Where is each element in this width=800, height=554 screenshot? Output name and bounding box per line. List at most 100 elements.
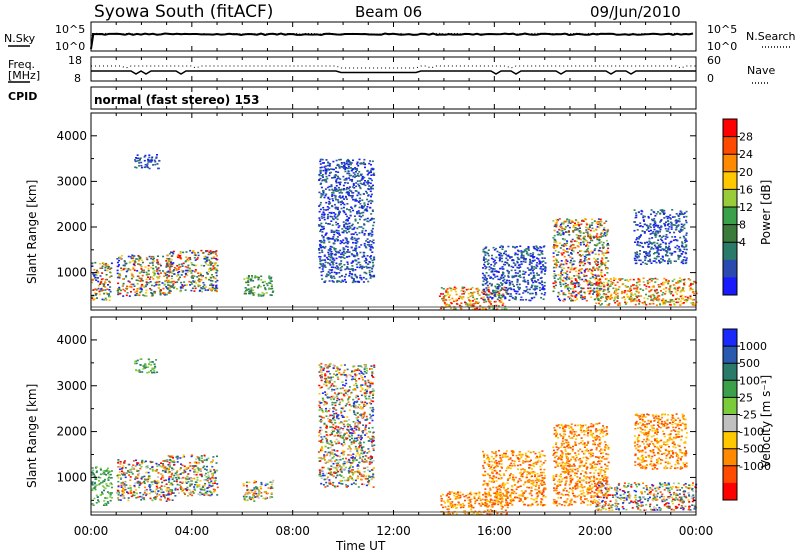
data-point — [679, 303, 682, 306]
data-point — [214, 263, 216, 266]
data-point — [128, 474, 131, 476]
data-point — [533, 288, 536, 291]
data-point — [501, 246, 504, 248]
data-point — [128, 463, 131, 466]
data-point — [102, 285, 105, 287]
data-point — [167, 270, 170, 273]
data-point — [371, 251, 374, 253]
data-point — [646, 254, 649, 257]
data-point — [651, 286, 654, 288]
data-point — [499, 297, 502, 299]
data-point — [664, 227, 667, 230]
data-point — [641, 230, 644, 232]
data-point — [128, 471, 131, 473]
data-point — [569, 271, 572, 273]
data-point — [647, 260, 650, 262]
data-point — [673, 216, 676, 218]
data-point — [254, 486, 257, 488]
data-point — [653, 241, 656, 244]
data-point — [445, 303, 448, 306]
data-point — [216, 455, 218, 458]
data-point — [189, 269, 192, 272]
data-point — [189, 469, 192, 472]
data-point — [165, 483, 168, 485]
data-point — [95, 484, 98, 486]
data-point — [334, 197, 337, 199]
data-point — [691, 283, 694, 285]
data-point — [372, 275, 375, 277]
data-point — [91, 489, 94, 492]
data-point — [179, 473, 182, 475]
data-point — [683, 282, 685, 285]
data-point — [662, 249, 665, 251]
data-point — [655, 304, 658, 306]
data-point — [656, 242, 659, 245]
data-point — [210, 461, 213, 464]
data-point — [352, 279, 355, 281]
data-point — [158, 494, 161, 496]
data-point — [461, 287, 464, 290]
data-point — [337, 189, 340, 192]
data-point — [149, 281, 152, 283]
data-point — [197, 284, 200, 286]
data-point — [538, 282, 541, 284]
data-point — [661, 294, 664, 296]
data-point — [110, 275, 113, 277]
data-point — [162, 460, 165, 462]
data-point — [186, 258, 189, 261]
data-point — [347, 167, 350, 169]
data-point — [200, 473, 203, 476]
data-point — [570, 280, 573, 282]
data-point — [614, 301, 617, 304]
data-point — [653, 244, 656, 246]
data-point — [362, 183, 365, 186]
data-point — [242, 484, 245, 487]
data-point — [257, 278, 260, 281]
data-point — [646, 241, 649, 244]
data-point — [338, 256, 341, 258]
data-point — [247, 275, 250, 277]
data-point — [523, 257, 526, 260]
data-point — [636, 229, 639, 231]
data-point — [212, 284, 215, 286]
data-point — [684, 295, 687, 298]
data-point — [165, 494, 168, 496]
data-point — [585, 245, 587, 247]
data-point — [650, 246, 653, 249]
data-point — [574, 227, 577, 229]
data-point — [691, 303, 694, 306]
data-point — [203, 474, 206, 477]
data-point — [100, 288, 103, 290]
data-point — [633, 221, 636, 223]
data-point — [364, 180, 366, 182]
data-point — [503, 275, 506, 277]
data-point — [158, 269, 161, 272]
data-point — [514, 269, 517, 272]
data-point — [478, 294, 481, 296]
data-point — [98, 483, 101, 485]
data-point — [490, 284, 493, 287]
data-point — [155, 283, 158, 286]
data-point — [141, 261, 144, 264]
data-point — [145, 494, 148, 497]
data-point — [681, 302, 684, 305]
data-point — [270, 276, 273, 279]
data-point — [128, 285, 131, 288]
data-point — [117, 494, 120, 496]
data-point — [560, 266, 563, 269]
data-point — [591, 252, 594, 254]
data-point — [639, 244, 642, 247]
data-point — [141, 482, 144, 484]
data-point — [352, 184, 355, 186]
data-point — [328, 241, 331, 243]
data-point — [131, 473, 134, 475]
data-point — [563, 243, 566, 245]
data-point — [366, 267, 369, 269]
data-point — [140, 259, 143, 261]
data-point — [646, 253, 649, 255]
data-point — [157, 472, 160, 474]
data-point — [206, 256, 209, 259]
data-point — [635, 295, 638, 297]
data-point — [498, 292, 501, 295]
